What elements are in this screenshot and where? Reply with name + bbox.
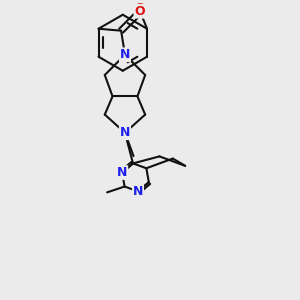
Text: N: N <box>133 185 143 198</box>
Text: O: O <box>134 5 145 18</box>
Text: N: N <box>120 126 130 139</box>
Text: O: O <box>135 2 145 15</box>
Text: N: N <box>117 166 127 179</box>
Text: N: N <box>120 48 130 61</box>
